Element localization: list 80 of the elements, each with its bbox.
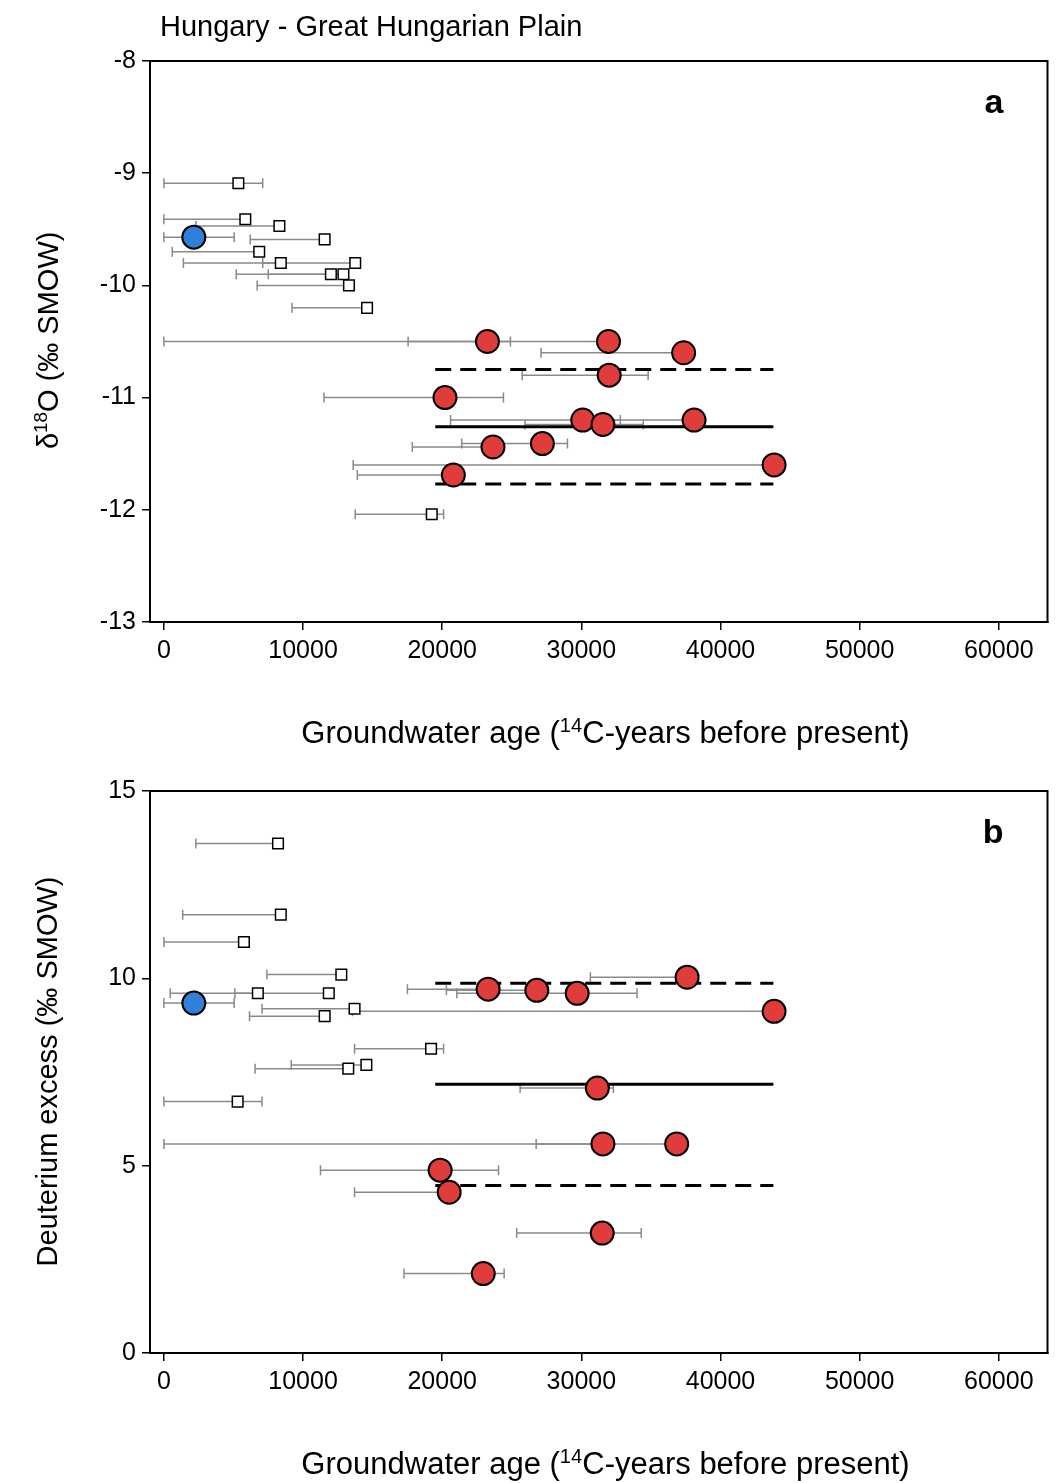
y-tick-label: 15	[108, 774, 136, 803]
point	[349, 256, 362, 270]
point	[251, 987, 264, 1000]
annotation: b	[982, 812, 1004, 851]
x-tick-label: 40000	[685, 1365, 756, 1394]
point	[274, 256, 287, 270]
x-axis-title: Groundwater age ($^{14}$C-years before present)	[300, 714, 911, 752]
x-tick-label: 50000	[824, 634, 895, 663]
point	[436, 1179, 462, 1205]
point	[231, 1095, 244, 1108]
point	[322, 987, 335, 1000]
point	[318, 233, 331, 246]
point	[529, 431, 555, 457]
point	[761, 998, 787, 1024]
x-tick-label: 0	[156, 634, 171, 663]
point	[348, 1002, 361, 1015]
y-tick-label: -13	[99, 605, 136, 634]
point	[480, 434, 506, 460]
point	[674, 964, 700, 990]
point	[681, 407, 707, 433]
point	[425, 1042, 438, 1055]
point	[253, 245, 266, 258]
point	[427, 1157, 453, 1183]
point	[584, 1075, 610, 1101]
y-tick-label: -12	[99, 493, 136, 522]
x-tick-label: 30000	[546, 634, 617, 663]
point	[342, 279, 356, 292]
point	[274, 908, 287, 921]
point	[664, 1131, 690, 1157]
point	[360, 1058, 373, 1071]
point	[342, 1062, 355, 1075]
point	[318, 1010, 331, 1023]
x-axis-title: Groundwater age ($^{14}$C-years before present)	[300, 1445, 911, 1483]
x-tick-label: 60000	[964, 634, 1034, 663]
point	[590, 412, 616, 438]
x-tick-label: 30000	[546, 1365, 617, 1394]
x-tick-label: 10000	[268, 634, 338, 663]
point	[273, 219, 286, 232]
point	[361, 301, 374, 314]
x-tick-label: 50000	[824, 1365, 895, 1394]
point	[432, 385, 458, 411]
y-tick-label: 5	[122, 1149, 136, 1178]
point	[470, 1261, 496, 1287]
point	[474, 329, 500, 354]
y-tick-label: -10	[99, 269, 136, 298]
point	[524, 977, 550, 1003]
annotation: a	[984, 82, 1005, 121]
point	[181, 990, 207, 1016]
point	[337, 268, 350, 281]
x-tick-label: 20000	[407, 1365, 477, 1394]
point	[181, 224, 207, 250]
point	[564, 980, 590, 1006]
point	[595, 329, 621, 354]
x-tick-label: 40000	[685, 634, 756, 663]
point	[425, 508, 438, 521]
point	[761, 452, 787, 478]
y-tick-label: 10	[108, 962, 136, 991]
chart-title: Hungary - Great Hungarian Plain	[160, 10, 583, 43]
x-tick-label: 20000	[407, 634, 477, 663]
y-tick-label: 0	[122, 1336, 136, 1365]
y-tick-label: -8	[113, 44, 136, 73]
point	[440, 462, 466, 488]
point	[335, 968, 348, 981]
y-tick-label: -11	[101, 381, 136, 410]
y-axis-title: Deuterium excess (‰ SMOW)	[31, 876, 65, 1266]
point	[271, 837, 285, 850]
point	[239, 213, 252, 226]
point	[324, 268, 337, 281]
y-tick-label: -9	[113, 157, 136, 186]
point	[570, 407, 596, 433]
x-tick-label: 0	[156, 1365, 171, 1394]
point	[590, 1131, 616, 1157]
x-tick-label: 60000	[964, 1365, 1034, 1394]
point	[475, 976, 501, 1002]
x-tick-label: 10000	[268, 1365, 338, 1394]
point	[232, 177, 245, 190]
point	[596, 362, 622, 388]
point	[589, 1220, 615, 1246]
point	[237, 935, 250, 949]
point	[671, 340, 697, 366]
